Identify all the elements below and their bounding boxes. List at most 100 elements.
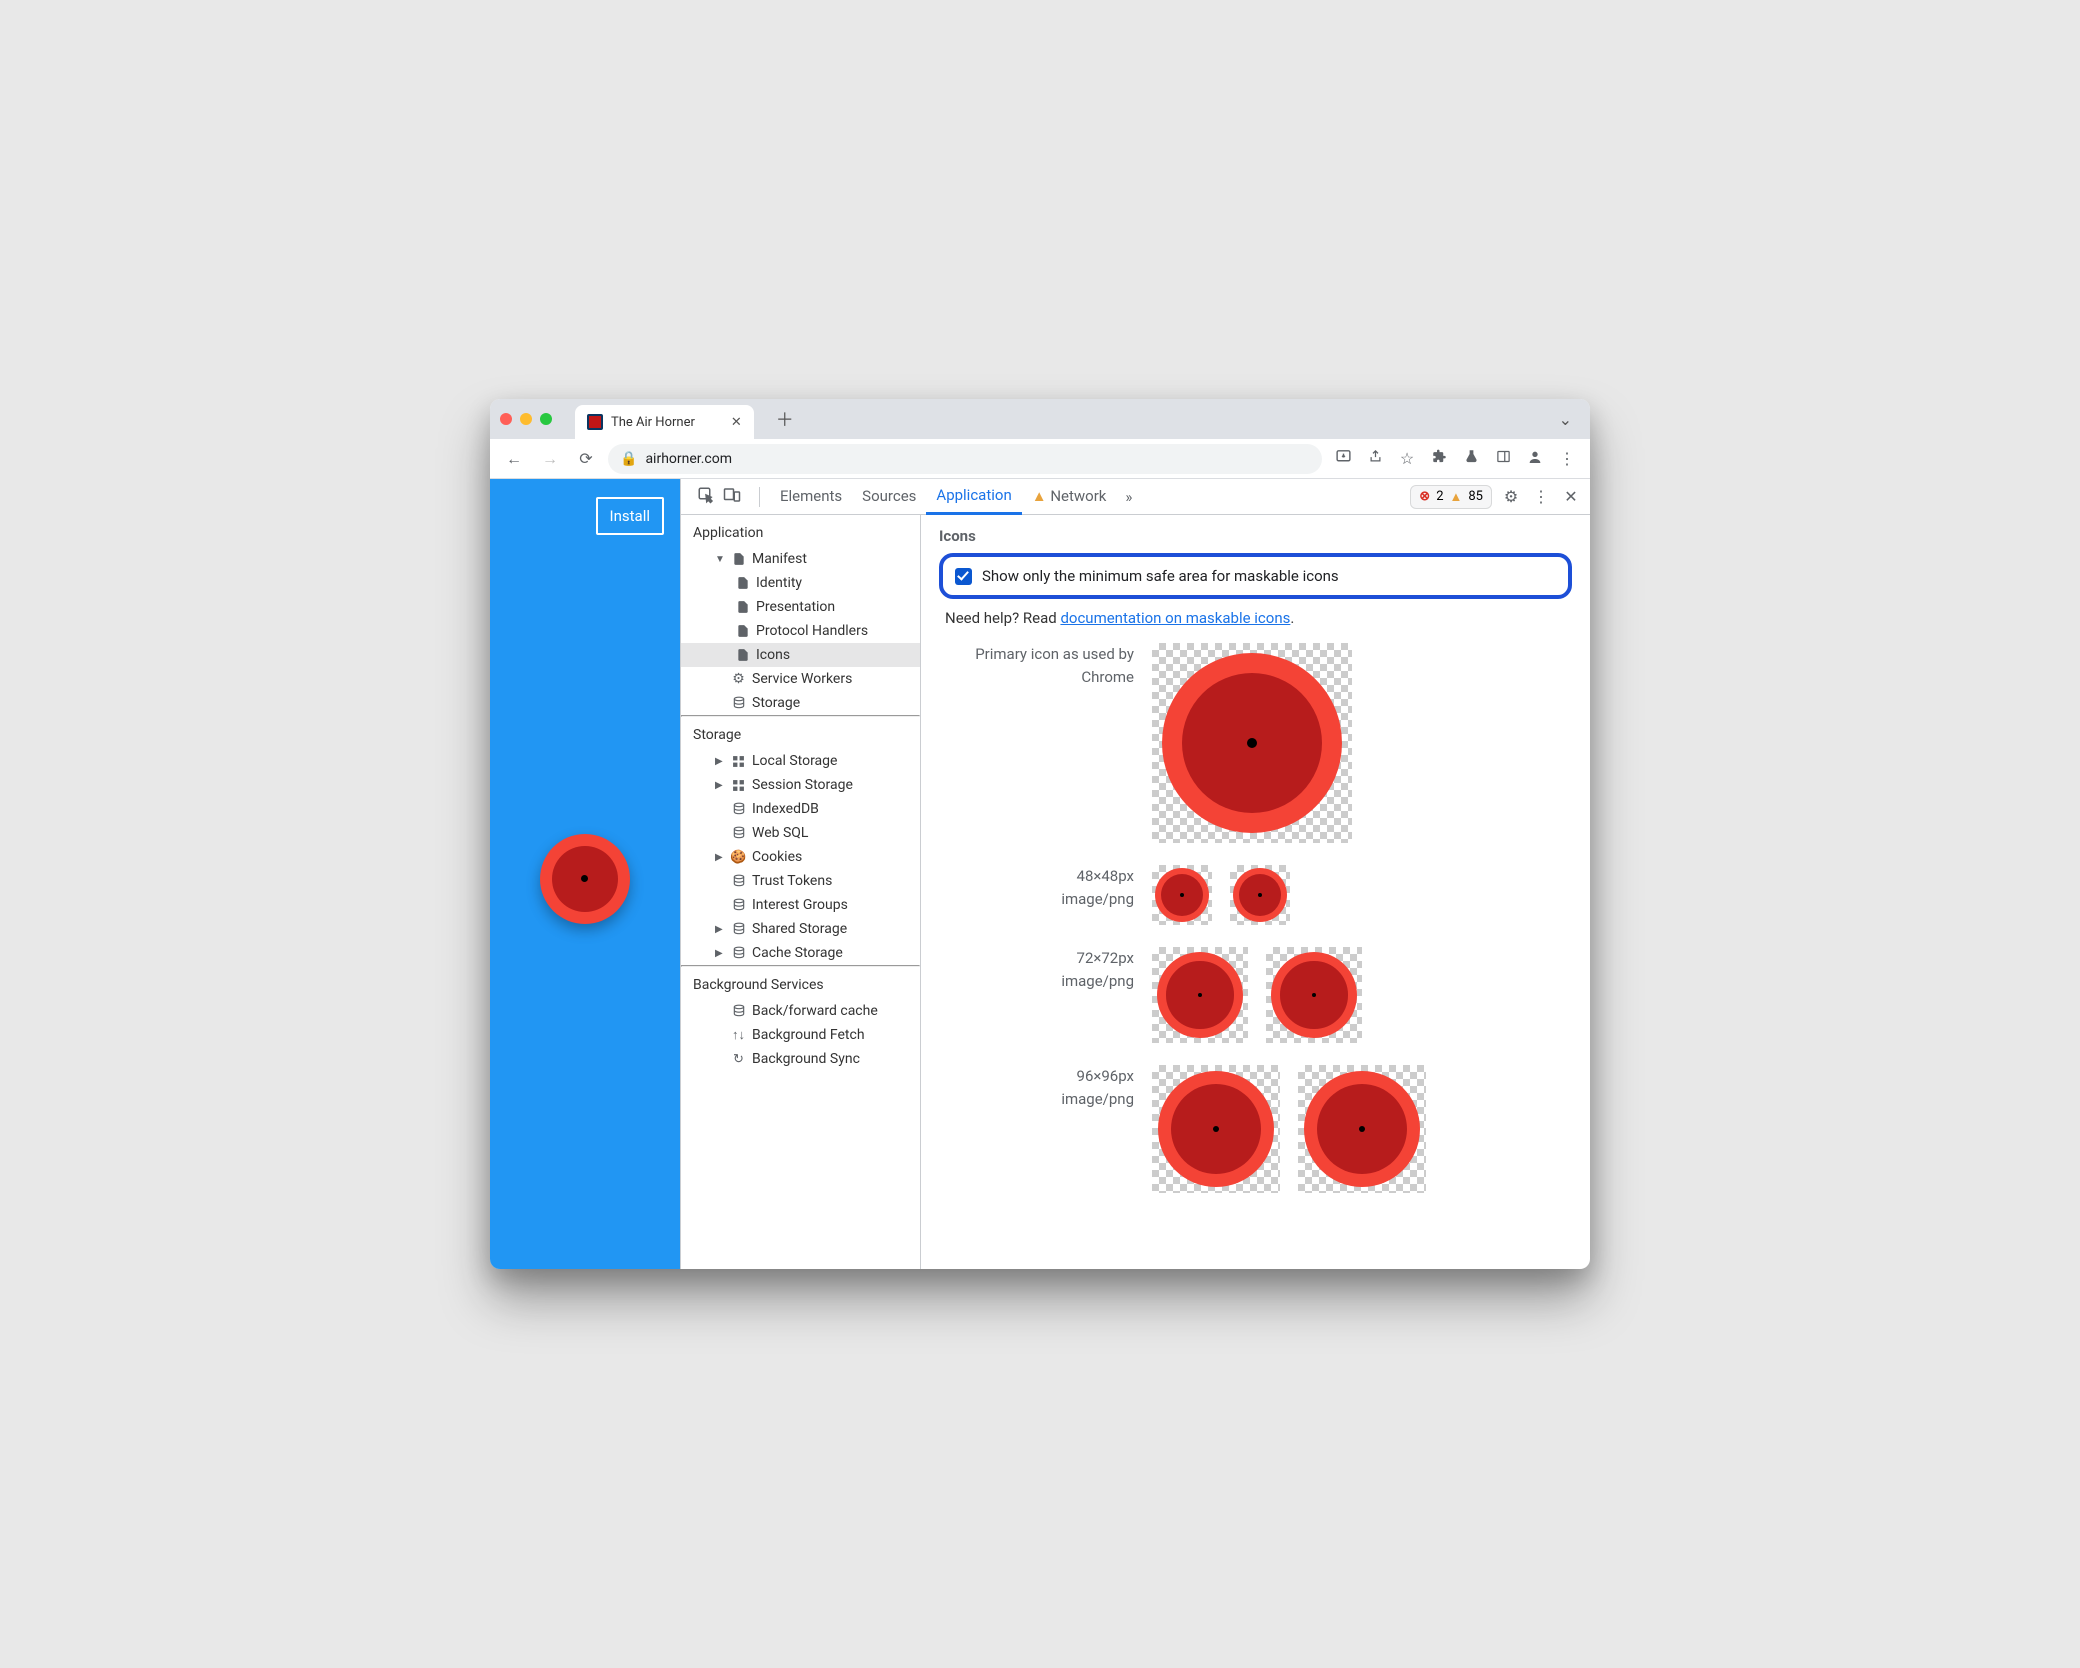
sidebar-item[interactable]: Web SQL (681, 821, 920, 845)
share-icon[interactable] (1362, 449, 1388, 468)
close-icon[interactable]: ✕ (1560, 487, 1582, 506)
warning-icon: ▲ (1032, 487, 1047, 505)
db-icon (731, 826, 746, 841)
sidebar-item[interactable]: Storage (681, 691, 920, 715)
icon-row: 96×96pximage/png (939, 1065, 1572, 1193)
air-horn-icon[interactable] (540, 834, 630, 924)
devtools-panel: ElementsSourcesApplication▲ Network » ⊗2… (680, 479, 1590, 1269)
sidebar-item[interactable]: ▶Shared Storage (681, 917, 920, 941)
browser-menu-icon[interactable]: ⋮ (1554, 449, 1580, 468)
sidebar-item[interactable]: Identity (681, 571, 920, 595)
favicon-icon (587, 414, 603, 430)
devtools-tab-elements[interactable]: Elements (770, 479, 852, 515)
sidebar-item[interactable]: IndexedDB (681, 797, 920, 821)
sidebar-item[interactable]: ▶Cache Storage (681, 941, 920, 965)
sidebar-item[interactable]: Presentation (681, 595, 920, 619)
sidebar-item-label: Shared Storage (752, 921, 847, 937)
sidebar-item[interactable]: ↻Background Sync (681, 1047, 920, 1071)
sidebar-item[interactable]: ⚙Service Workers (681, 667, 920, 691)
tab-close-icon[interactable]: ✕ (731, 415, 742, 430)
sidebar-item[interactable]: ↑↓Background Fetch (681, 1023, 920, 1047)
back-button[interactable]: ← (500, 449, 528, 469)
sidebar-item[interactable]: Icons (681, 643, 920, 667)
sidebar-item-label: Interest Groups (752, 897, 848, 913)
browser-toolbar: ☆ ⋮ (1330, 448, 1580, 469)
traffic-zoom-icon[interactable] (540, 413, 552, 425)
sidebar-item[interactable]: Interest Groups (681, 893, 920, 917)
checkbox-label: Show only the minimum safe area for mask… (982, 567, 1339, 585)
checkbox-icon[interactable] (955, 568, 972, 585)
help-link[interactable]: documentation on maskable icons (1060, 609, 1290, 627)
maskable-checkbox-row[interactable]: Show only the minimum safe area for mask… (939, 553, 1572, 599)
icon-meta: Primary icon as used byChrome (939, 643, 1134, 688)
settings-icon[interactable]: ⚙ (1500, 487, 1522, 506)
sidebar-item-label: Session Storage (752, 777, 853, 793)
icon-thumbs (1152, 1065, 1426, 1193)
icon-thumbs (1152, 865, 1290, 925)
new-tab-button[interactable]: ＋ (776, 406, 794, 432)
icon-row: 48×48pximage/png (939, 865, 1572, 925)
icon-preview (1298, 1065, 1426, 1193)
devtools-tab-network[interactable]: ▲ Network (1022, 479, 1117, 515)
install-prompt-icon[interactable] (1330, 448, 1356, 469)
icon-meta: 48×48pximage/png (939, 865, 1134, 910)
sidebar-item[interactable]: ▶🍪Cookies (681, 845, 920, 869)
divider (759, 487, 760, 507)
sidebar-item-label: Cookies (752, 849, 802, 865)
db-icon (731, 922, 746, 937)
sidebar-item-label: Protocol Handlers (756, 623, 868, 639)
devtools-tab-sources[interactable]: Sources (852, 479, 926, 515)
help-suffix: . (1290, 609, 1294, 627)
kebab-menu-icon[interactable]: ⋮ (1530, 487, 1552, 506)
forward-button[interactable]: → (536, 449, 564, 469)
sidebar-item[interactable]: Trust Tokens (681, 869, 920, 893)
devtools-main: Icons Show only the minimum safe area fo… (921, 515, 1590, 1269)
sidebar-item-label: Web SQL (752, 825, 808, 841)
labs-icon[interactable] (1458, 449, 1484, 468)
error-count: 2 (1436, 489, 1443, 504)
extensions-icon[interactable] (1426, 449, 1452, 468)
icon-preview (1152, 643, 1352, 843)
icon-meta: 96×96pximage/png (939, 1065, 1134, 1110)
more-tabs-icon[interactable]: » (1120, 479, 1137, 515)
icon-rows: Primary icon as used byChrome 48×48pximag… (939, 643, 1572, 1193)
devtools-tab-application[interactable]: Application (926, 479, 1021, 515)
sidebar-section-title: Storage (681, 717, 920, 749)
cookie-icon: 🍪 (731, 850, 746, 865)
browser-tab[interactable]: The Air Horner ✕ (575, 405, 754, 439)
sidebar-item[interactable]: ▼Manifest (681, 547, 920, 571)
install-button[interactable]: Install (596, 497, 664, 535)
db-icon (731, 874, 746, 889)
sidebar-item-label: Service Workers (752, 671, 852, 687)
sidepanel-icon[interactable] (1490, 449, 1516, 468)
inspect-icon[interactable] (697, 486, 715, 508)
devtools-sidebar: Application▼ManifestIdentity Presentation… (681, 515, 921, 1269)
help-prefix: Need help? Read (945, 609, 1060, 627)
sidebar-item-label: Storage (752, 695, 800, 711)
issues-badge[interactable]: ⊗2 ▲85 (1410, 485, 1492, 509)
sidebar-item[interactable]: Protocol Handlers (681, 619, 920, 643)
address-bar[interactable]: 🔒 airhorner.com (608, 444, 1322, 474)
sidebar-section-title: Application (681, 515, 920, 547)
traffic-minimize-icon[interactable] (520, 413, 532, 425)
sidebar-item[interactable]: ▶Local Storage (681, 749, 920, 773)
icon-meta: 72×72pximage/png (939, 947, 1134, 992)
file-icon (735, 576, 750, 591)
profile-icon[interactable] (1522, 449, 1548, 469)
sidebar-item-label: IndexedDB (752, 801, 819, 817)
sidebar-item[interactable]: ▶Session Storage (681, 773, 920, 797)
devtools-tabstrip: ElementsSourcesApplication▲ Network » ⊗ 2… (681, 479, 1590, 515)
title-bar: The Air Horner ✕ ＋ ⌄ (490, 399, 1590, 439)
bookmark-icon[interactable]: ☆ (1394, 449, 1420, 468)
traffic-close-icon[interactable] (500, 413, 512, 425)
device-toggle-icon[interactable] (723, 486, 741, 508)
sidebar-item-label: Local Storage (752, 753, 837, 769)
sidebar-item-label: Background Fetch (752, 1027, 865, 1043)
sidebar-item-label: Presentation (756, 599, 835, 615)
db-icon (731, 898, 746, 913)
tabs-menu-icon[interactable]: ⌄ (1559, 410, 1572, 429)
error-icon: ⊗ (1419, 489, 1430, 504)
devtools-inspect-group (689, 486, 749, 508)
reload-button[interactable]: ⟳ (572, 449, 600, 468)
sidebar-item[interactable]: Back/forward cache (681, 999, 920, 1023)
